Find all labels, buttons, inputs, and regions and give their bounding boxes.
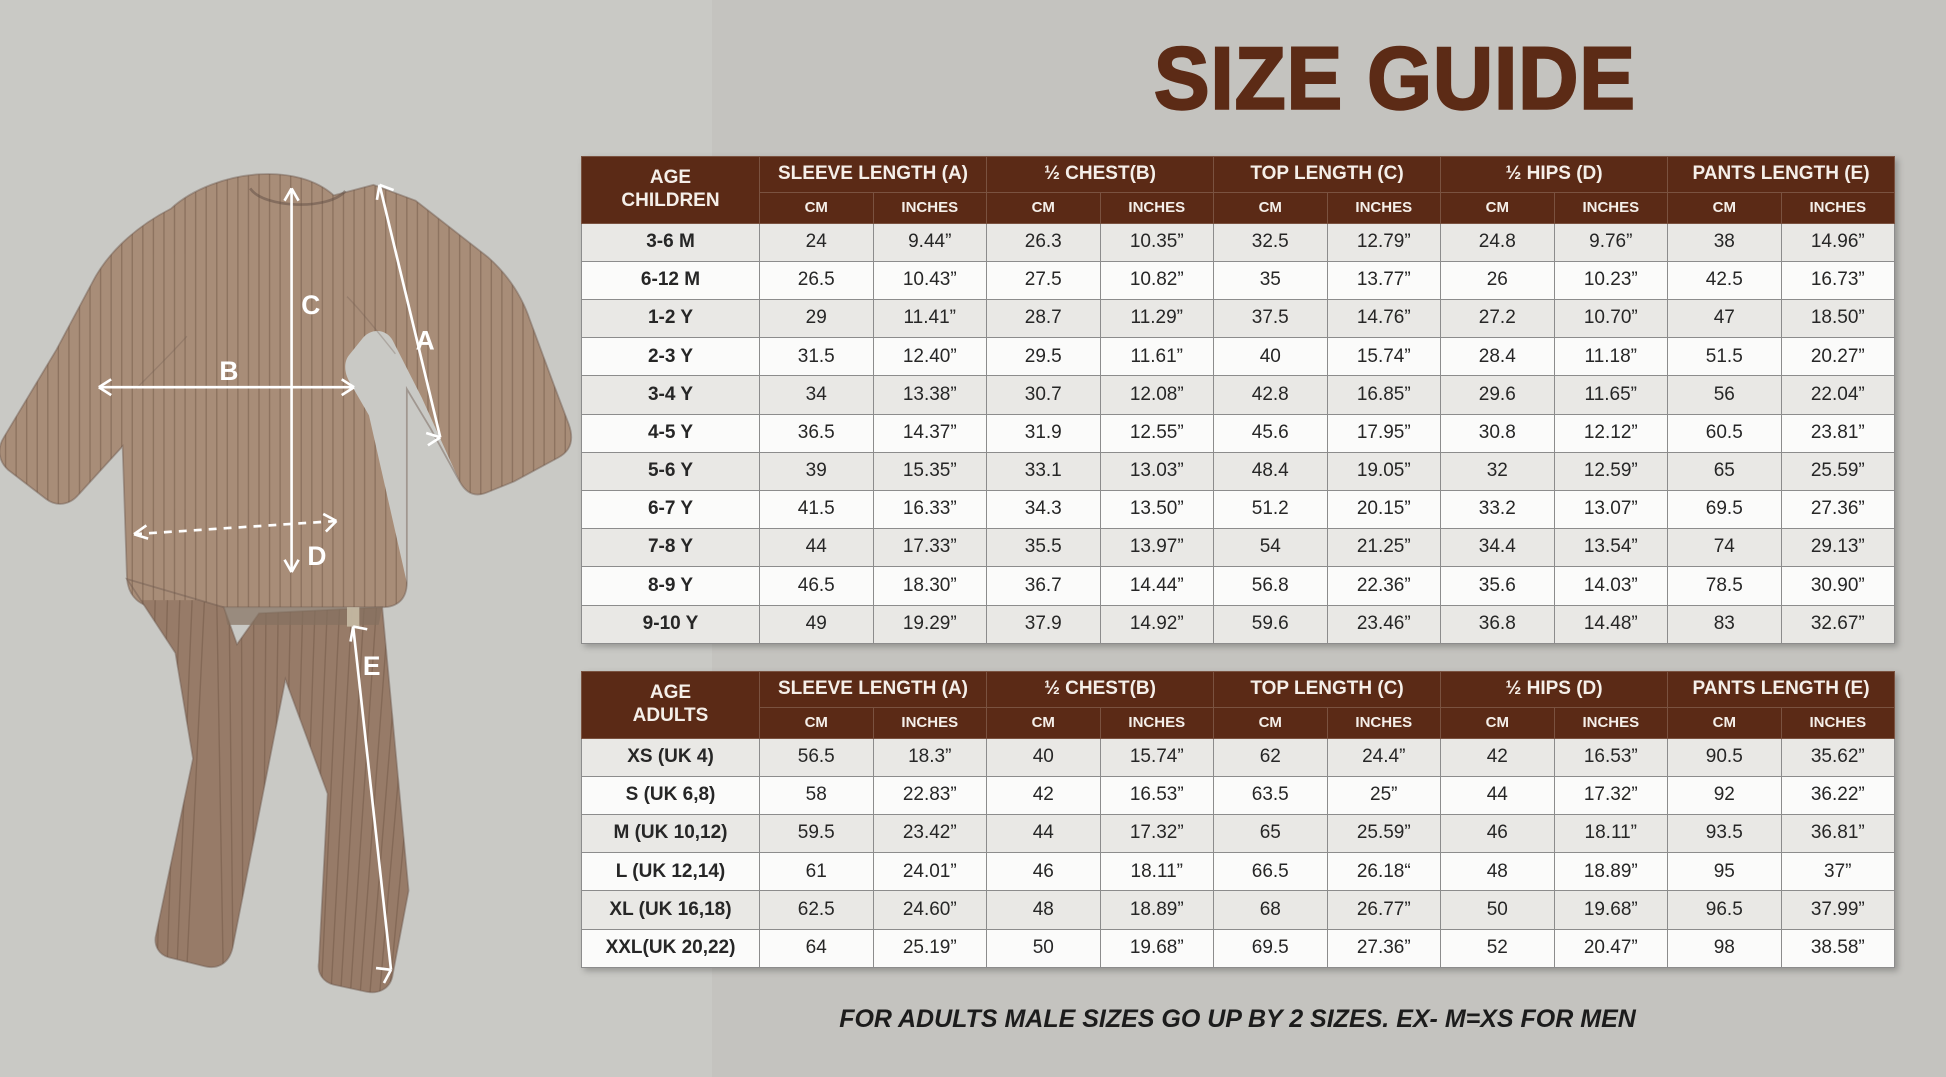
svg-text:D: D [307,541,326,571]
svg-text:E: E [363,651,381,681]
svg-text:C: C [301,290,320,320]
svg-text:A: A [416,325,435,355]
svg-text:B: B [219,356,238,386]
